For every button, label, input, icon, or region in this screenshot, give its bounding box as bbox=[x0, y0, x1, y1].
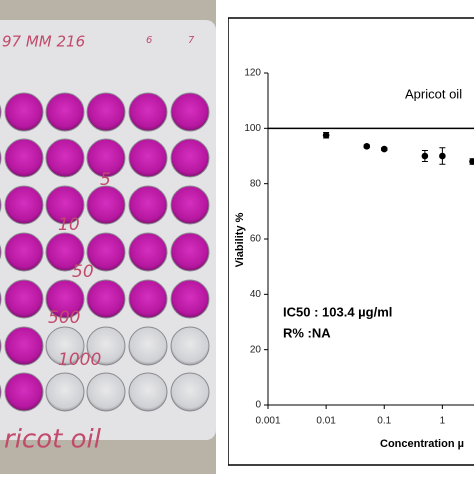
data-point bbox=[469, 158, 474, 165]
y-tick-label: 80 bbox=[250, 178, 262, 189]
well bbox=[0, 244, 2, 260]
well bbox=[86, 279, 126, 319]
well bbox=[86, 232, 126, 272]
well bbox=[4, 185, 44, 225]
x-tick-label: 0.1 bbox=[377, 416, 391, 427]
y-tick-label: 100 bbox=[244, 123, 261, 134]
well bbox=[86, 372, 126, 412]
well bbox=[0, 338, 2, 354]
well bbox=[128, 279, 168, 319]
well bbox=[128, 138, 168, 178]
well bbox=[170, 138, 210, 178]
well bbox=[0, 384, 2, 400]
well bbox=[170, 232, 210, 272]
well bbox=[45, 232, 85, 272]
plate-header: 97 MM 216 bbox=[2, 33, 85, 51]
well bbox=[4, 92, 44, 132]
well bbox=[45, 372, 85, 412]
wells bbox=[0, 92, 210, 412]
well bbox=[128, 372, 168, 412]
well bbox=[86, 185, 126, 225]
well bbox=[0, 104, 2, 120]
well bbox=[170, 372, 210, 412]
well bbox=[128, 326, 168, 366]
x-tick-label: 0.01 bbox=[316, 416, 336, 427]
well bbox=[128, 185, 168, 225]
data-point bbox=[421, 152, 429, 160]
chart-title: Apricot oil bbox=[405, 86, 462, 101]
dose-label: 50 bbox=[72, 262, 94, 282]
well bbox=[45, 92, 85, 132]
annotation: R% :NA bbox=[283, 325, 331, 340]
plate-photo: 97 MM 216 6 7 5 10 50 500 1000 ricot oil bbox=[0, 0, 216, 474]
plate-caption: ricot oil bbox=[4, 425, 102, 455]
well bbox=[0, 291, 2, 307]
dose-label: 5 bbox=[100, 170, 111, 190]
well bbox=[0, 197, 2, 213]
well bbox=[128, 92, 168, 132]
well bbox=[4, 138, 44, 178]
well bbox=[45, 138, 85, 178]
well bbox=[0, 150, 2, 166]
column-number: 7 bbox=[188, 35, 195, 46]
chart: Apricot oil IC50 : 103.4 µg/ml R% :NA Co… bbox=[228, 17, 474, 466]
well bbox=[4, 232, 44, 272]
column-number: 6 bbox=[146, 35, 152, 46]
y-tick-label: 20 bbox=[250, 344, 262, 355]
y-tick-label: 120 bbox=[244, 68, 261, 79]
y-axis-label: Viability % bbox=[234, 212, 246, 267]
x-axis-label: Concentration µ bbox=[380, 438, 464, 450]
well bbox=[128, 232, 168, 272]
x-tick-label: 1 bbox=[440, 416, 446, 427]
well bbox=[170, 326, 210, 366]
well bbox=[170, 185, 210, 225]
well bbox=[4, 372, 44, 412]
data-point bbox=[322, 131, 330, 139]
data-point bbox=[363, 143, 371, 150]
dose-label: 10 bbox=[58, 215, 80, 235]
well bbox=[86, 92, 126, 132]
well bbox=[45, 326, 85, 366]
x-tick-label: 0.001 bbox=[255, 416, 280, 427]
well bbox=[86, 138, 126, 178]
well bbox=[4, 326, 44, 366]
y-tick-label: 60 bbox=[250, 234, 262, 245]
y-tick-label: 40 bbox=[250, 289, 262, 300]
well bbox=[170, 279, 210, 319]
data-point bbox=[380, 145, 388, 153]
well bbox=[4, 279, 44, 319]
well bbox=[45, 185, 85, 225]
dose-label: 500 bbox=[48, 308, 80, 328]
annotation: IC50 : 103.4 µg/ml bbox=[283, 304, 392, 319]
well bbox=[86, 326, 126, 366]
well bbox=[45, 279, 85, 319]
y-tick-label: 0 bbox=[255, 400, 261, 411]
chart-frame bbox=[228, 17, 474, 466]
dose-label: 1000 bbox=[58, 350, 101, 370]
data-point bbox=[439, 152, 446, 160]
well bbox=[170, 92, 210, 132]
